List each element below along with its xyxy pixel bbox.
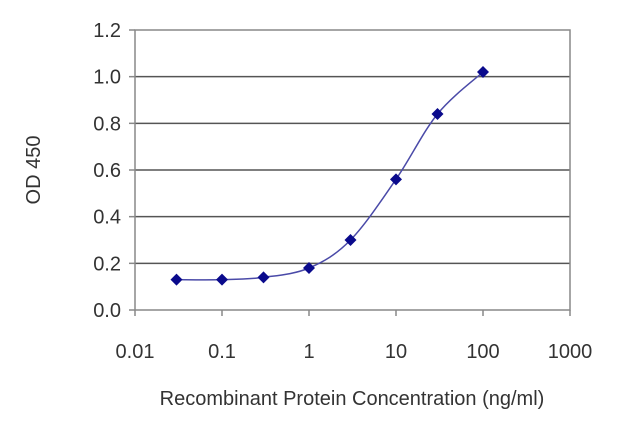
x-tick-label-4: 100	[466, 341, 499, 363]
y-axis-title: OD 450	[23, 136, 45, 205]
x-tick-label-3: 10	[385, 341, 407, 363]
y-tick-label-4: 0.8	[93, 113, 121, 135]
y-tick-label-5: 1.0	[93, 67, 121, 89]
x-tick-label-5: 1000	[548, 341, 593, 363]
data-point-4	[344, 234, 357, 246]
y-tick-label-1: 0.2	[93, 253, 121, 275]
x-tick-labels: 0.01 0.1 1 10 100 1000	[116, 341, 593, 363]
x-axis-title: Recombinant Protein Concentration (ng/ml…	[160, 388, 545, 410]
data-point-2	[257, 271, 270, 284]
x-tick-label-0: 0.01	[116, 341, 155, 363]
data-point-0	[170, 273, 183, 286]
y-tick-label-3: 0.6	[93, 160, 121, 182]
data-point-1	[216, 273, 228, 286]
y-tick-label-0: 0.0	[93, 300, 121, 322]
data-point-5	[390, 173, 402, 186]
axis-ticks	[129, 29, 571, 316]
y-tick-label-2: 0.4	[93, 207, 121, 229]
data-points	[170, 66, 489, 286]
data-point-3	[303, 262, 315, 274]
data-point-7	[477, 66, 489, 78]
y-tick-label-6: 1.2	[93, 20, 121, 42]
data-point-6	[431, 108, 444, 120]
x-tick-label-2: 1	[303, 341, 314, 363]
grid-lines	[135, 75, 570, 265]
y-tick-labels: 0.0 0.2 0.4 0.6 0.8 1.0 1.2	[93, 20, 121, 322]
x-tick-label-1: 0.1	[208, 341, 236, 363]
